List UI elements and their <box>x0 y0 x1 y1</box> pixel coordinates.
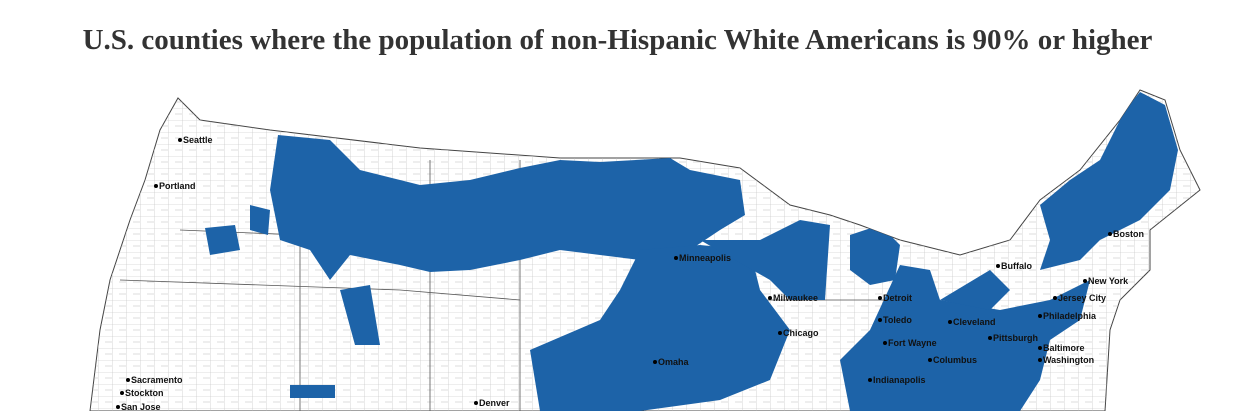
city-dot <box>1083 279 1087 283</box>
city-dot <box>116 405 120 409</box>
city-label: Minneapolis <box>679 253 731 263</box>
city-dot <box>178 138 182 142</box>
city-label: Seattle <box>183 135 213 145</box>
city-dot <box>154 184 158 188</box>
city-dot <box>996 264 1000 268</box>
city-label: Portland <box>159 181 196 191</box>
city-label: Milwaukee <box>773 293 818 303</box>
city-label: Cleveland <box>953 317 996 327</box>
city-dot <box>1038 358 1042 362</box>
city-dot <box>1108 232 1112 236</box>
city-dot <box>948 320 952 324</box>
city-dot <box>928 358 932 362</box>
city-label: New York <box>1088 276 1129 286</box>
city-label: Sacramento <box>131 375 183 385</box>
city-label: Buffalo <box>1001 261 1032 271</box>
city-label: Washington <box>1043 355 1094 365</box>
highlighted-counties <box>205 92 1178 411</box>
city-label: Indianapolis <box>873 375 926 385</box>
city-dot <box>868 378 872 382</box>
city-dot <box>1053 296 1057 300</box>
map-title: U.S. counties where the population of no… <box>82 24 1153 56</box>
city-label: Detroit <box>883 293 912 303</box>
city-label: Toledo <box>883 315 912 325</box>
city-label: San Jose <box>121 402 161 411</box>
city-dot <box>1038 346 1042 350</box>
city-dot <box>778 331 782 335</box>
city-label: Denver <box>479 398 510 408</box>
city-label: Pittsburgh <box>993 333 1038 343</box>
city-dot <box>878 296 882 300</box>
city-dot <box>878 318 882 322</box>
city-dot <box>120 391 124 395</box>
city-label: Stockton <box>125 388 164 398</box>
city-dot <box>474 401 478 405</box>
city-label: Columbus <box>933 355 977 365</box>
city-dot <box>883 341 887 345</box>
city-dot <box>768 296 772 300</box>
city-dot <box>653 360 657 364</box>
city-dot <box>674 256 678 260</box>
city-label: Boston <box>1113 229 1144 239</box>
city-dot <box>988 336 992 340</box>
city-label: Philadelphia <box>1043 311 1097 321</box>
city-label: Jersey City <box>1058 293 1106 303</box>
city-dot <box>126 378 130 382</box>
city-label: Baltimore <box>1043 343 1085 353</box>
city-label: Fort Wayne <box>888 338 937 348</box>
city-dot <box>1038 314 1042 318</box>
city-label: Chicago <box>783 328 819 338</box>
city-label: Omaha <box>658 357 690 367</box>
